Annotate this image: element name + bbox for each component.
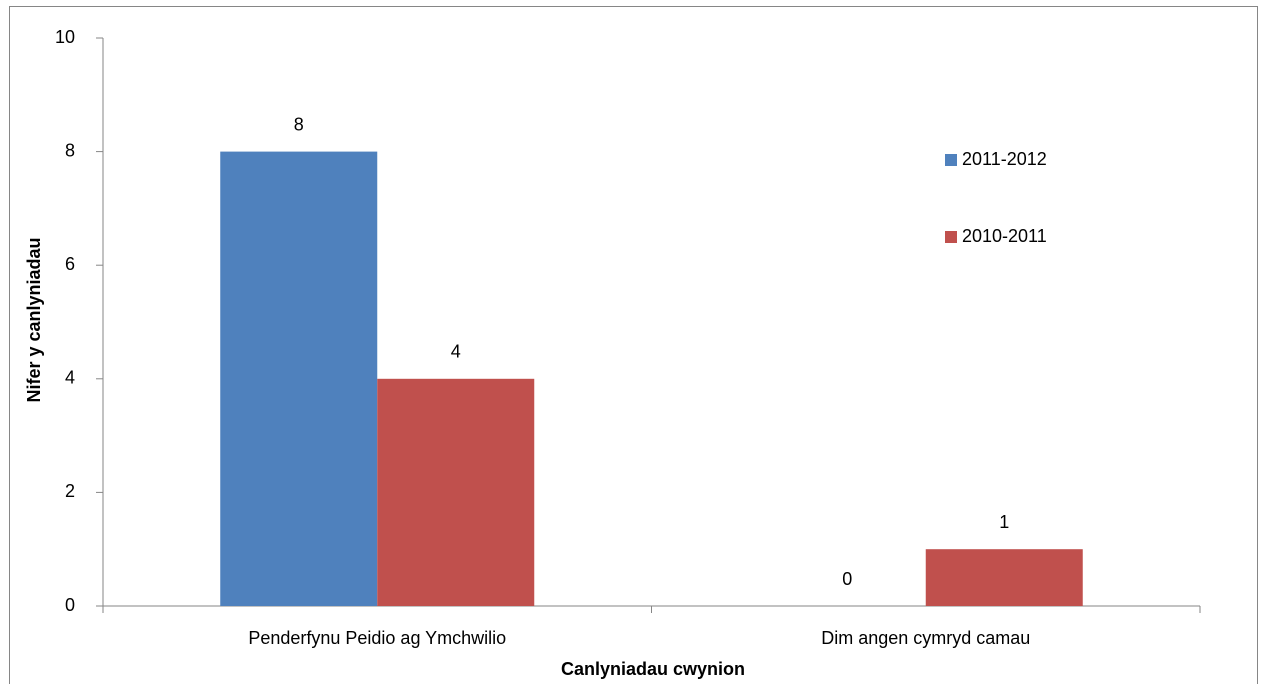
data-label: 4 xyxy=(451,342,461,362)
y-axis-label: Nifer y canlyniadau xyxy=(24,237,44,402)
bar xyxy=(220,151,378,606)
data-label: 0 xyxy=(842,569,852,589)
y-tick-label: 8 xyxy=(65,140,75,160)
x-axis-label: Canlyniadau cwynion xyxy=(561,659,745,679)
data-label: 8 xyxy=(294,114,304,134)
legend-label: 2011-2012 xyxy=(962,149,1047,169)
legend-swatch xyxy=(945,154,957,166)
y-tick-label: 2 xyxy=(65,481,75,501)
y-tick-label: 0 xyxy=(65,595,75,615)
legend-swatch xyxy=(945,231,957,243)
bar xyxy=(925,549,1083,606)
legend-label: 2010-2011 xyxy=(962,226,1047,246)
y-tick-label: 4 xyxy=(65,368,75,388)
y-tick-label: 6 xyxy=(65,254,75,274)
data-label: 1 xyxy=(999,512,1009,532)
x-tick-label: Dim angen cymryd camau xyxy=(821,628,1030,648)
x-tick-label: Penderfynu Peidio ag Ymchwilio xyxy=(248,628,506,648)
bar xyxy=(377,378,535,606)
y-tick-label: 10 xyxy=(55,27,75,47)
